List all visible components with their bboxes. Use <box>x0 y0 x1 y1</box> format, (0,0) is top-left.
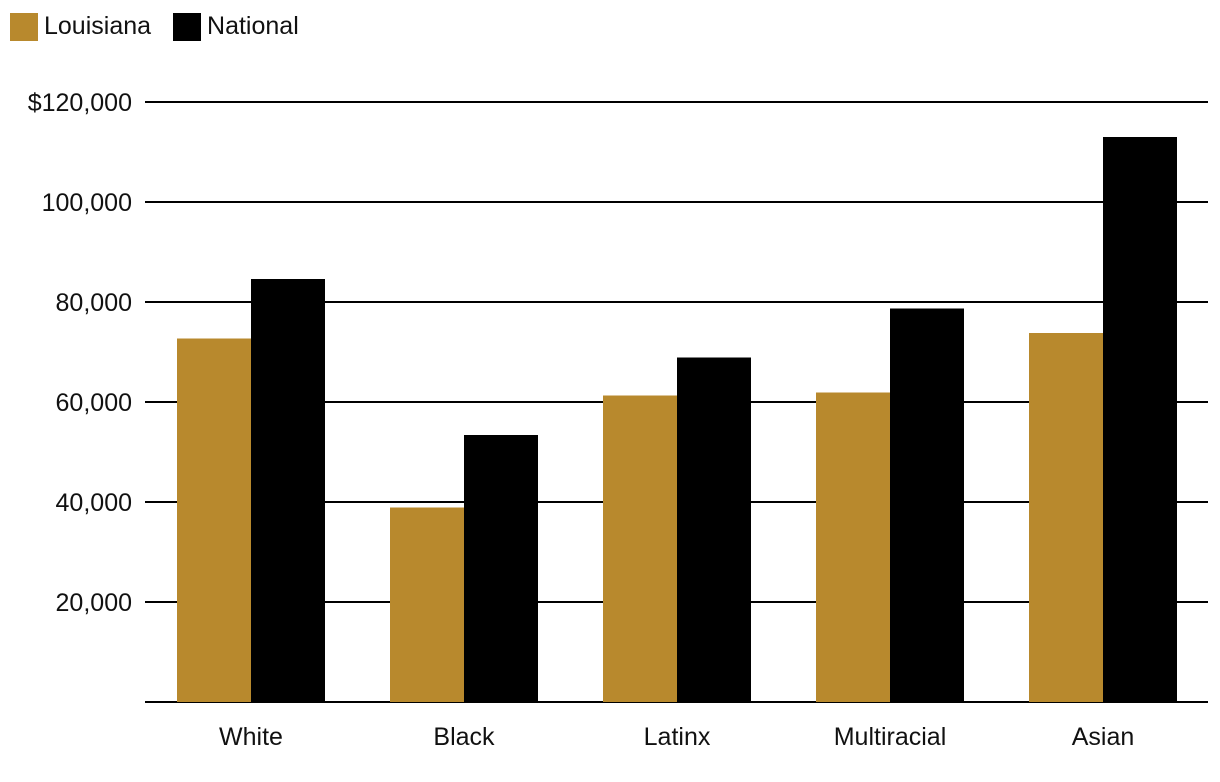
x-tick-label-multiracial: Multiracial <box>834 723 947 751</box>
x-tick-label-white: White <box>219 723 283 751</box>
chart-legend: Louisiana National <box>10 12 299 41</box>
legend-label-louisiana: Louisiana <box>44 12 152 40</box>
y-tick-label-120000: $120,000 <box>28 89 132 117</box>
legend-swatch-louisiana <box>10 12 38 41</box>
bar-national-white <box>251 279 325 702</box>
bar-louisiana-black <box>390 507 464 702</box>
y-axis-ticks: 20,000 40,000 60,000 80,000 100,000 $120,000 <box>28 89 132 617</box>
x-tick-label-asian: Asian <box>1072 723 1135 751</box>
legend-item-louisiana: Louisiana <box>10 12 151 41</box>
bars <box>177 137 1177 702</box>
bar-louisiana-asian <box>1029 333 1103 702</box>
bar-national-multiracial <box>890 308 964 702</box>
y-tick-label-100000: 100,000 <box>42 189 132 217</box>
bar-louisiana-white <box>177 338 251 702</box>
bar-national-black <box>464 435 538 702</box>
bar-national-latinx <box>677 357 751 702</box>
x-tick-label-black: Black <box>433 723 495 751</box>
bar-national-asian <box>1103 137 1177 702</box>
y-tick-label-20000: 20,000 <box>56 589 132 617</box>
y-tick-label-40000: 40,000 <box>56 489 132 517</box>
y-tick-label-60000: 60,000 <box>56 389 132 417</box>
bar-louisiana-multiracial <box>816 392 890 702</box>
legend-swatch-national <box>173 12 202 41</box>
legend-label-national: National <box>207 12 299 40</box>
bar-louisiana-latinx <box>603 395 677 702</box>
x-axis-ticks: White Black Latinx Multiracial Asian <box>219 723 1134 751</box>
legend-item-national: National <box>173 12 299 41</box>
y-tick-label-80000: 80,000 <box>56 289 132 317</box>
x-tick-label-latinx: Latinx <box>644 723 711 751</box>
